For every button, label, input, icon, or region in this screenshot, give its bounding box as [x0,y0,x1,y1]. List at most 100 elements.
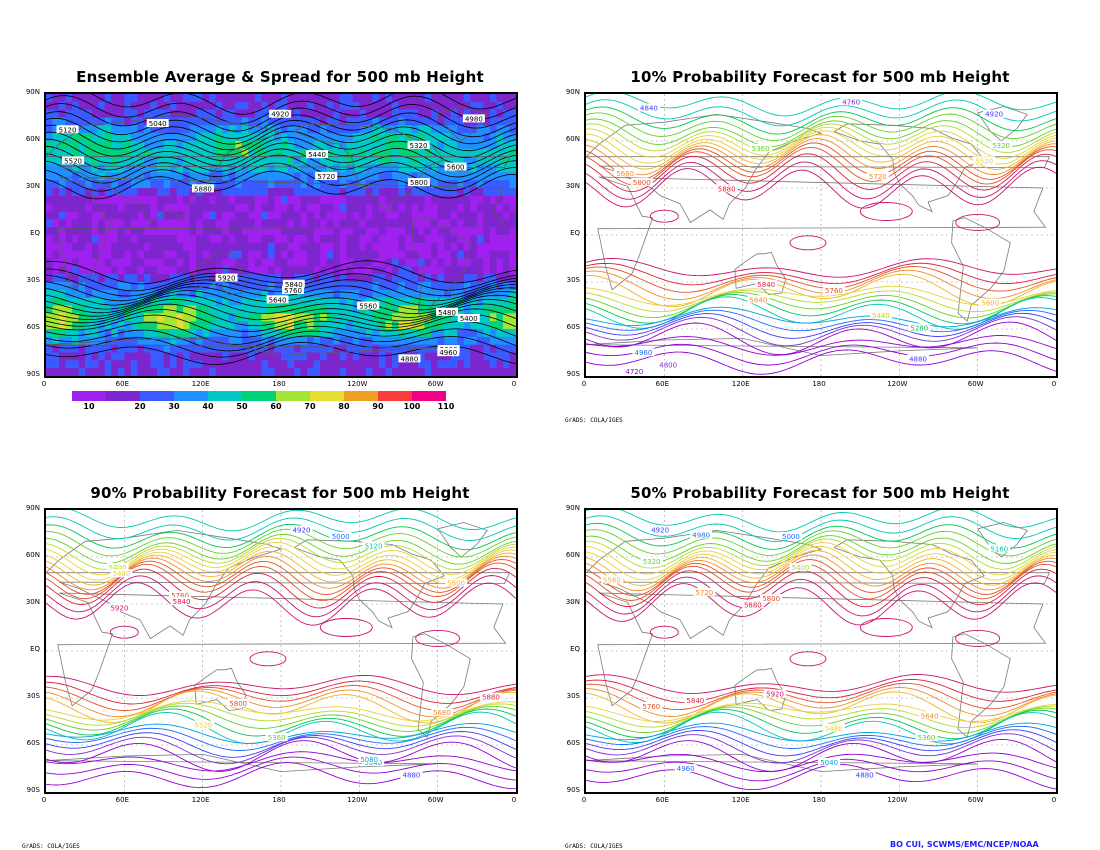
contour-label: 5280 [910,324,928,332]
spread-cell [189,117,197,126]
spread-cell [431,164,439,173]
spread-cell [209,305,217,314]
spread-cell [163,282,171,291]
spread-cell [209,219,217,228]
spread-cell [444,368,452,376]
contour-label-bg [108,603,131,612]
spread-cell [378,313,386,322]
spread-cell [405,258,413,267]
spread-cell [300,360,308,369]
spread-cell [294,235,302,244]
spread-cell [98,274,106,283]
spread-cell [450,219,458,228]
spread-cell [130,235,138,244]
spread-cell [196,368,204,376]
spread-cell [261,195,269,205]
spread-cell [267,101,275,111]
spread-cell [104,188,112,197]
spread-cell [300,148,308,158]
spread-cell [313,368,321,376]
spread-cell [372,321,380,330]
spread-cell [496,219,504,228]
spread-cell [463,156,471,165]
spread-cell [294,94,302,103]
spread-cell [483,344,491,353]
spread-cell [320,235,328,244]
spread-cell [450,368,458,376]
spread-cell [111,352,119,361]
spread-cell [124,133,132,142]
spread-cell [346,360,354,369]
spread-cell [78,133,86,142]
spread-cell [183,321,191,330]
spread-cell [307,344,315,353]
spread-cell [235,133,243,142]
spread-cell [483,211,491,220]
contour-label: 5160 [990,545,1008,553]
spread-cell [130,148,138,158]
spread-cell [222,305,230,314]
spread-cell [470,321,478,330]
spread-cell [372,305,380,314]
spread-cell [111,203,119,212]
spread-cell [372,203,380,212]
spread-cell [294,195,302,205]
spread-cell [372,313,380,322]
spread-cell [411,289,419,299]
spread-cell [457,188,465,197]
spread-cell [196,235,204,244]
spread-cell [267,368,275,376]
spread-cell [163,172,171,181]
spread-cell [130,94,138,103]
spread-cell [463,195,471,205]
spread-cell [156,250,164,259]
spread-cell [391,313,399,322]
spread-cell [352,274,360,283]
spread-cell [241,94,249,103]
spread-cell [313,297,321,306]
spread-cell [85,188,93,197]
spread-cell [261,133,269,142]
spread-cell [431,211,439,220]
spread-cell [137,94,145,103]
spread-cell [431,313,439,322]
spread-cell [372,368,380,376]
spread-cell [104,219,112,228]
spread-cell [209,211,217,220]
contour-label-bg [614,168,637,177]
spread-cell [437,172,445,181]
contour-label-bg [357,301,380,310]
spread-cell [91,94,99,103]
spread-cell [385,344,393,353]
spread-cell [398,156,406,165]
spread-cell [228,203,236,212]
contour-label-bg [290,525,313,534]
contour-line [586,535,1056,564]
spread-cell [85,289,93,299]
spread-cell [300,289,308,299]
map-prob-10: 5320 5280 5360 5440 5520 5600 5680 5760 5800 5840… [584,92,1058,378]
spread-cell [72,141,80,150]
spread-cell [496,180,504,189]
spread-cell [124,321,132,330]
spread-cell [444,109,452,118]
spread-cell [170,156,178,165]
spread-cell [91,289,99,299]
spread-cell [489,203,497,212]
prob-10-contours: 5320528053605440552056005680576058005840… [586,94,1056,376]
spread-cell [78,274,86,283]
spread-cell [372,329,380,338]
spread-cell [241,313,249,322]
spread-cell [202,94,210,103]
spread-cell [424,172,432,181]
spread-cell [372,148,380,158]
spread-cell [143,250,151,259]
spread-cell [267,94,275,103]
spread-cell [46,329,54,338]
spread-cell [85,360,93,369]
spread-cell [287,250,295,259]
spread-cell [196,305,204,314]
spread-cell [261,219,269,228]
spread-cell [189,352,197,361]
spread-cell [405,203,413,212]
